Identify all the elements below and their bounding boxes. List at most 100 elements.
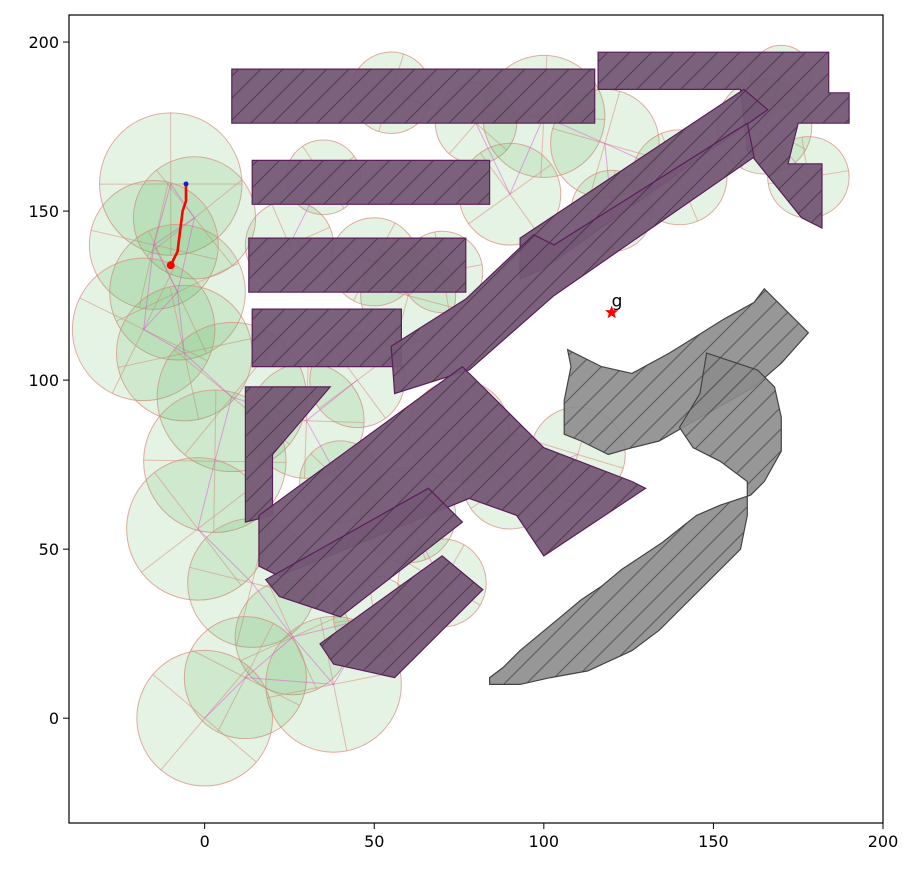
obstacle-hatch-middle-left-block (248, 237, 467, 293)
obstacle-middle-left-block (248, 237, 467, 293)
obstacle-right-bottom-block (489, 352, 782, 686)
circle-spoke-6-3 (173, 349, 233, 398)
obstacle-hatch-top-bar (231, 68, 596, 124)
obstacle-diag-2 (390, 122, 755, 395)
circle-spoke-9-1 (189, 566, 253, 584)
obstacle-second-bar (251, 159, 491, 205)
x-tick-label-3: 150 (698, 832, 729, 851)
tree-edge-2-4 (143, 244, 155, 330)
obstacle-chevron-3 (319, 555, 484, 679)
circle-spoke-23-0 (589, 143, 606, 196)
circle-spoke-4-2 (143, 328, 208, 362)
circle-spoke-11-3 (217, 677, 246, 733)
tree-edge-21-22 (509, 116, 545, 195)
circle-spoke-22-1 (468, 193, 511, 225)
circle-spoke-3-3 (177, 292, 208, 354)
circle-spoke-22-2 (479, 152, 511, 195)
circle-spoke-14-0 (306, 420, 365, 424)
circle-spoke-8-2 (154, 472, 199, 530)
circle-spoke-2-1 (90, 229, 154, 246)
circle-spoke-15-1 (318, 379, 358, 409)
y-tick-label-1: 50 (39, 540, 59, 559)
x-tick-label-0: 0 (200, 832, 210, 851)
circle-spoke-16-3 (408, 295, 455, 309)
y-tick-label-3: 150 (28, 202, 59, 221)
circle-spoke-11-1 (244, 623, 274, 678)
path-layer: g (166, 181, 623, 319)
obstacle-top-bar (231, 68, 596, 124)
circle-spoke-4-3 (111, 329, 145, 394)
axes-content: g (71, 44, 850, 787)
circle-spoke-2-0 (138, 244, 155, 308)
circle-spoke-3-2 (177, 262, 240, 293)
circle-spoke-5-1 (184, 338, 251, 354)
obstacle-hatch-diag-2 (390, 122, 755, 395)
tree-edge-10-11 (245, 636, 294, 679)
obstacle-e-block (251, 308, 402, 368)
circle-spoke-10-2 (292, 612, 346, 638)
x-axis: 0 50 100 150 200 (200, 823, 899, 851)
circle-spoke-8-1 (141, 528, 199, 573)
circle-spoke-23-2 (604, 91, 621, 144)
obstacle-chevron-left (244, 386, 332, 523)
tree-edge-4-5 (143, 328, 185, 354)
goal-label: g (612, 292, 623, 312)
obstacle-hatch-e-block (251, 308, 402, 368)
y-tick-label-4: 200 (28, 33, 59, 52)
circle-spoke-13-2 (160, 717, 206, 771)
circle-spoke-13-0 (204, 666, 249, 719)
tree-edge-2-3 (153, 244, 178, 293)
circle-spoke-10-0 (240, 636, 294, 662)
circle-spoke-12-3 (266, 683, 334, 699)
circle-spoke-3-1 (148, 230, 178, 293)
tree-edge-9-10 (251, 582, 294, 638)
tree-edge-0-2 (153, 183, 172, 246)
circle-spoke-6-2 (184, 396, 233, 456)
x-tick-label-4: 200 (868, 832, 899, 851)
circle-spoke-14-1 (304, 420, 307, 479)
circle-spoke-2-3 (153, 244, 217, 260)
x-tick-label-1: 50 (364, 832, 384, 851)
circle-spoke-4-0 (79, 297, 144, 330)
tree-edge-6-7 (214, 396, 233, 462)
circle-spoke-21-1 (540, 116, 545, 178)
circle-spoke-11-0 (190, 649, 246, 679)
circle-spoke-5-3 (117, 352, 185, 369)
circle-spoke-4-1 (143, 265, 176, 330)
circle-spoke-11-2 (245, 677, 300, 706)
circle-spoke-10-1 (268, 584, 294, 638)
circle-spoke-30-3 (577, 454, 624, 469)
tree-edge-14-15 (306, 379, 358, 422)
y-tick-label-0: 0 (49, 709, 59, 728)
tree-edge-11-13 (204, 677, 246, 719)
circle-spoke-23-1 (552, 128, 606, 144)
path-end-point (166, 261, 175, 270)
circle-spoke-9-0 (235, 582, 253, 646)
tree-edge-8-9 (197, 528, 253, 584)
tree-edge-11-12 (245, 677, 334, 685)
circle-spoke-1-1 (146, 217, 195, 257)
obstacle-hatch-second-bar (251, 159, 491, 205)
y-axis: 0 50 100 150 200 (28, 33, 69, 728)
circle-spoke-5-2 (183, 352, 200, 420)
circle-spoke-7-2 (143, 459, 215, 462)
tree-edge-1-2 (153, 217, 195, 246)
circle-spoke-1-3 (194, 179, 243, 219)
circle-spoke-20-1 (475, 122, 507, 151)
circle-spoke-13-1 (204, 717, 257, 763)
obstacles (231, 51, 850, 686)
circle-spoke-7-3 (214, 390, 217, 462)
obstacle-hatch-chevron-left (244, 386, 332, 523)
circle-spoke-1-2 (156, 169, 195, 219)
circle-spoke-15-0 (356, 379, 386, 419)
circle-spoke-7-1 (213, 461, 216, 533)
circle-spoke-22-3 (509, 164, 552, 195)
tree-edge-0-1 (170, 183, 195, 219)
obstacle-hatch-chevron-3 (319, 555, 484, 679)
obstacle-hatch-chevron-1 (258, 365, 647, 577)
circle-spoke-2-2 (153, 181, 169, 246)
obstacle-hatch-chevron-2 (264, 487, 464, 618)
goal-marker (605, 305, 619, 319)
tree-edge-3-4 (143, 291, 178, 330)
